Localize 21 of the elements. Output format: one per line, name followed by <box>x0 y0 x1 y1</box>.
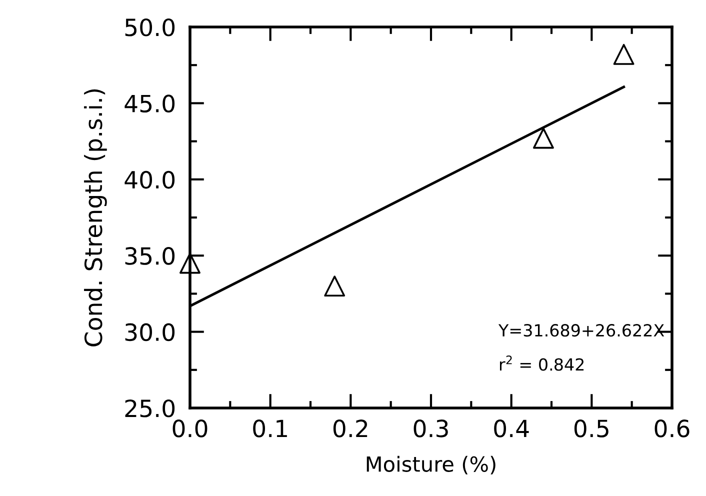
y-tick-label: 35.0 <box>125 247 175 265</box>
x-tick-label: 0.2 <box>333 420 368 438</box>
annotation: r$^{2}$ = 0.842 <box>500 356 584 371</box>
x-tick-label: 0.1 <box>253 420 287 438</box>
point <box>324 276 346 297</box>
x-tick-label: 0.3 <box>414 420 448 438</box>
point <box>532 128 554 149</box>
y-tick-label: 45.0 <box>124 94 175 113</box>
point <box>180 252 200 274</box>
point <box>613 44 634 65</box>
y-axis-title: Cond. Strength (p.s.i.) <box>84 89 107 346</box>
x-axis-title: Moisture (%) <box>366 456 496 474</box>
y-tick-label: 50.0 <box>125 18 175 36</box>
x-tick-label: 0.6 <box>654 420 690 438</box>
y-tick-label: 25.0 <box>125 399 175 418</box>
y-tick-label: 40.0 <box>124 170 175 189</box>
x-tick-label: 0.4 <box>494 420 529 438</box>
x-tick-label: 0.5 <box>574 420 608 438</box>
annotation: Y=31.689+26.622X <box>498 324 664 337</box>
y-tick-label: 30.0 <box>125 323 175 342</box>
x-tick-label: 0.0 <box>172 420 208 438</box>
